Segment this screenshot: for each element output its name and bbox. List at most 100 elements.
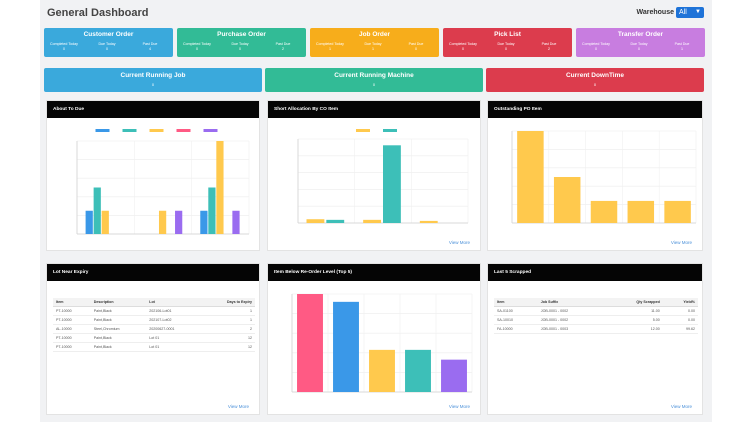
running-card-title: Current Running Machine	[334, 72, 414, 79]
table-header-row: Item Job Suffix Qty Scrapped Yield%	[494, 298, 698, 307]
view-more-link[interactable]: View More	[670, 240, 692, 245]
warehouse-select[interactable]: All ▼	[676, 7, 704, 18]
running-card[interactable]: Current Running Job 0	[44, 68, 262, 92]
stat-card-sublabel: Completed Today	[582, 42, 610, 46]
table-cell: 20200627-0001	[146, 324, 201, 334]
stat-card-sublabel: Due Today	[630, 42, 648, 46]
stat-card-sublabel: Past Due	[408, 42, 424, 46]
stat-card-sublabel: Completed Today	[50, 42, 78, 46]
running-card[interactable]: Current DownTime 0	[486, 68, 704, 92]
chart-bar	[93, 187, 101, 234]
stat-card-value: 0	[462, 47, 464, 51]
scrapped-table: Item Job Suffix Qty Scrapped Yield% SA-01100…	[494, 298, 698, 334]
short-allocation-chart	[297, 129, 469, 224]
table-row[interactable]: PT-10000 Paint,Black 202106-Lot01 1	[53, 306, 255, 316]
view-more-link[interactable]: View More	[227, 404, 249, 409]
table-row[interactable]: PT-10000 Paint,Black Lot 01 12	[53, 333, 255, 343]
warehouse-select-value: All	[679, 9, 687, 16]
stat-card-value: 0	[63, 47, 65, 51]
table-cell: Paint,Black	[90, 342, 147, 352]
chart-bar	[419, 220, 438, 223]
table-header-cell: Days to Expiry	[200, 298, 255, 307]
table-row[interactable]: SA-10010 JOB-0001 - 0002 5.00 0.00	[494, 315, 698, 325]
chart-bar	[627, 200, 655, 223]
stat-card-value: 2	[548, 47, 550, 51]
stat-card-sublabel: Past Due	[275, 42, 291, 46]
panel-title: Outstanding PO Item	[488, 101, 702, 118]
stat-card-sublabel: Completed Today	[316, 42, 344, 46]
outstanding-po-panel: Outstanding PO Item View More	[487, 100, 703, 251]
table-row[interactable]: SA-01100 JOB-0001 - 0002 11.00 0.00	[494, 306, 698, 316]
table-header-cell: Item	[494, 298, 538, 307]
chart-bar	[101, 210, 109, 234]
about-to-due-chart	[76, 129, 250, 235]
reorder-panel: Item Below Re-Order Level (Top 5) View M…	[267, 263, 481, 415]
stat-card[interactable]: Transfer Order Completed Today 0 Due Today 0…	[576, 28, 705, 57]
table-cell: 202106-Lot01	[146, 306, 201, 316]
table-cell: PT-10000	[53, 342, 91, 352]
chart-bar	[297, 294, 323, 392]
table-cell: 5.00	[604, 315, 663, 325]
view-more-link[interactable]: View More	[448, 404, 470, 409]
panel-title: Item Below Re-Order Level (Top 5)	[268, 264, 480, 281]
table-row[interactable]: PT-10000 Paint,Black Lot 01 12	[53, 342, 255, 352]
running-card-value: 0	[372, 82, 376, 87]
table-cell: JOB-0001 - 0002	[537, 306, 605, 316]
chart-bar	[441, 359, 467, 392]
view-more-link[interactable]: View More	[448, 240, 470, 245]
view-more-link[interactable]: View More	[670, 404, 692, 409]
short-allocation-panel: Short Allocation By CO Item View More	[267, 100, 481, 251]
chart-bar	[517, 131, 544, 223]
lot-expiry-table: Item Description Lot Days to Expiry PT-10000…	[53, 298, 255, 352]
stat-card-title: Customer Order	[83, 31, 134, 38]
running-card-title: Current Running Job	[120, 72, 186, 79]
running-card-value: 0	[593, 82, 597, 87]
stat-card-sublabel: Completed Today	[449, 42, 477, 46]
chart-bar	[405, 349, 431, 392]
stat-card-value: 0	[638, 47, 640, 51]
table-cell: 12.00	[604, 324, 663, 334]
table-cell: Paint,Black	[90, 306, 147, 316]
table-cell: SA-01100	[494, 306, 538, 316]
table-header-row: Item Description Lot Days to Expiry	[53, 298, 255, 307]
legend-swatch	[149, 129, 164, 132]
about-to-due-panel: About To Due	[46, 100, 260, 251]
stat-card-value: 1	[681, 47, 683, 51]
stat-card[interactable]: Job Order Completed Today 1 Due Today 1 Past …	[310, 28, 439, 57]
table-row[interactable]: PT-10000 Paint,Black 202107-Lot02 1	[53, 315, 255, 325]
stat-card-value: 4	[149, 47, 151, 51]
table-header-cell: Qty Scrapped	[604, 298, 663, 307]
table-header-cell: Description	[90, 298, 147, 307]
stat-card[interactable]: Customer Order Completed Today 0 Due Today 0…	[44, 28, 173, 57]
table-cell: 12	[200, 333, 255, 343]
table-cell: Paint,Black	[90, 333, 147, 343]
table-cell: 11.00	[604, 306, 663, 316]
stat-card-value: 0	[196, 47, 198, 51]
warehouse-label: Warehouse	[636, 9, 674, 16]
stat-card[interactable]: Pick List Completed Today 0 Due Today 0 Past …	[443, 28, 572, 57]
stat-card-title: Job Order	[358, 31, 391, 38]
table-header-cell: Job Suffix	[537, 298, 605, 307]
chart-bar	[306, 219, 325, 223]
chart-bar	[553, 177, 581, 223]
legend-swatch	[122, 129, 137, 132]
stat-card-value: 1	[372, 47, 374, 51]
stat-card[interactable]: Purchase Order Completed Today 0 Due Today 0…	[177, 28, 306, 57]
running-card[interactable]: Current Running Machine 0	[265, 68, 483, 92]
chart-bar	[383, 145, 401, 223]
table-cell: Lot 01	[146, 333, 201, 343]
stat-card-value: 1	[329, 47, 331, 51]
legend-swatch	[383, 129, 397, 132]
legend-swatch	[176, 129, 191, 132]
chart-bar	[200, 210, 208, 234]
legend-swatch	[95, 129, 110, 132]
stat-card-value: 0	[505, 47, 507, 51]
chart-bar	[85, 210, 93, 234]
table-cell: FA-10000	[494, 324, 538, 334]
panel-title: Short Allocation By CO Item	[268, 101, 480, 118]
table-row[interactable]: FA-10000 JOB-0001 - 0003 12.00 99.62	[494, 324, 698, 334]
stat-card-sublabel: Completed Today	[183, 42, 211, 46]
stat-card-title: Pick List	[494, 31, 521, 38]
table-row[interactable]: AL-10000 Steel,Chromium 20200627-0001 2	[53, 324, 255, 334]
panel-title: Lot Near Expiry	[47, 264, 259, 281]
